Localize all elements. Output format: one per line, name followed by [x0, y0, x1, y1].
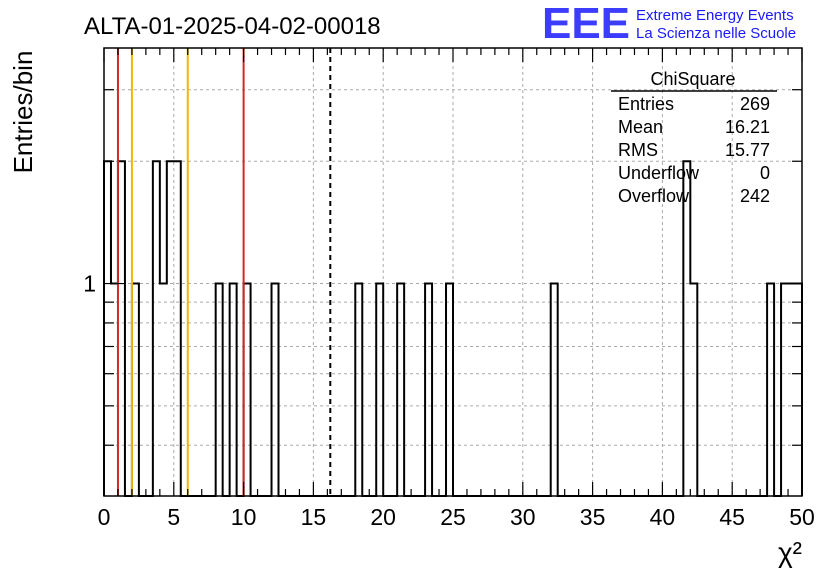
- stats-overflow-value: 242: [740, 186, 770, 206]
- y-tick-label: 1: [83, 271, 96, 297]
- stats-title: ChiSquare: [650, 69, 735, 89]
- stats-mean-value: 16.21: [725, 117, 770, 137]
- x-tick-label: 40: [650, 504, 676, 530]
- x-axis-label: χ²: [778, 537, 802, 568]
- chart-title: ALTA-01-2025-04-02-00018: [84, 13, 381, 40]
- stats-underflow-label: Underflow: [618, 163, 700, 183]
- stats-entries-label: Entries: [618, 94, 674, 114]
- x-tick-label: 10: [231, 504, 257, 530]
- eee-logo-line1: Extreme Energy Events: [636, 7, 794, 24]
- x-tick-label: 50: [789, 504, 815, 530]
- x-tick-label: 5: [167, 504, 180, 530]
- stats-rms-value: 15.77: [725, 140, 770, 160]
- stats-underflow-value: 0: [760, 163, 770, 183]
- stats-box: ChiSquare Entries 269 Mean 16.21 RMS 15.…: [611, 69, 777, 206]
- x-tick-label: 25: [440, 504, 466, 530]
- x-tick-label: 45: [719, 504, 745, 530]
- stats-rms-label: RMS: [618, 140, 658, 160]
- axes: 0 5 10 15 20 25 30 35 40 45 50 1: [83, 47, 815, 530]
- y-axis-label: Entries/bin: [8, 51, 38, 174]
- eee-logo-mark: EEE: [542, 0, 630, 48]
- eee-logo: EEE Extreme Energy Events La Scienza nel…: [542, 0, 796, 48]
- eee-logo-line2: La Scienza nelle Scuole: [636, 25, 796, 42]
- reference-lines: [116, 48, 332, 496]
- x-tick-label: 15: [301, 504, 327, 530]
- stats-entries-value: 269: [740, 94, 770, 114]
- stats-mean-label: Mean: [618, 117, 663, 137]
- x-tick-label: 0: [98, 504, 111, 530]
- x-tick-label: 30: [510, 504, 536, 530]
- x-tick-label: 35: [580, 504, 606, 530]
- x-tick-label: 20: [370, 504, 396, 530]
- stats-overflow-label: Overflow: [618, 186, 690, 206]
